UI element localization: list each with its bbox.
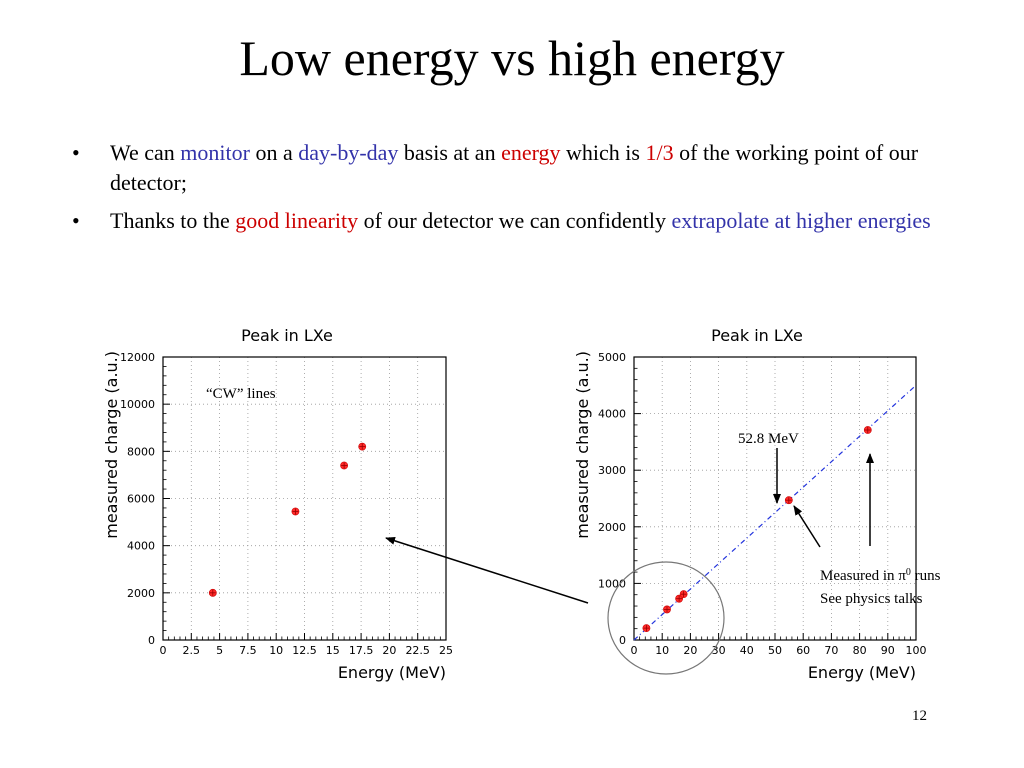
superscript-zero: 0 xyxy=(906,567,911,578)
bullet-text-segment: We can xyxy=(110,140,181,165)
chart-title: Peak in LXe xyxy=(711,326,803,345)
data-point xyxy=(291,507,300,516)
x-tick-label: 7.5 xyxy=(239,644,257,657)
measured-text: Measured in xyxy=(820,568,898,584)
bullet-text: Thanks to the good linearity of our dete… xyxy=(110,208,931,233)
highlight-energy: energy xyxy=(501,140,561,165)
x-tick-label: 40 xyxy=(740,644,754,657)
highlight-one-third: 1/3 xyxy=(645,140,674,165)
data-point xyxy=(679,590,688,599)
x-tick-label: 25 xyxy=(439,644,453,657)
y-tick-label: 4000 xyxy=(598,408,626,421)
y-tick-label: 5000 xyxy=(598,351,626,364)
y-axis-label: measured charge (a.u.) xyxy=(102,351,121,539)
x-tick-label: 50 xyxy=(768,644,782,657)
y-tick-label: 3000 xyxy=(598,464,626,477)
x-tick-label: 10 xyxy=(655,644,669,657)
x-axis-label: Energy (MeV) xyxy=(808,663,916,682)
physics-talks-label: See physics talks xyxy=(820,591,923,607)
bullet-text-segment: Thanks to the xyxy=(110,208,236,233)
bullet-item: • Thanks to the good linearity of our de… xyxy=(72,206,952,236)
pi-symbol: π xyxy=(898,568,906,584)
energy-52-8-label: 52.8 MeV xyxy=(738,431,799,447)
x-tick-label: 15 xyxy=(326,644,340,657)
data-point xyxy=(663,605,671,614)
x-tick-label: 0 xyxy=(631,644,638,657)
highlight-day-by-day: day-by-day xyxy=(298,140,399,165)
y-tick-label: 8000 xyxy=(127,445,155,458)
bullet-item: • We can monitor on a day-by-day basis a… xyxy=(72,138,952,198)
data-point xyxy=(340,461,349,470)
bullet-list: • We can monitor on a day-by-day basis a… xyxy=(72,138,952,244)
y-tick-label: 6000 xyxy=(127,493,155,506)
x-tick-label: 70 xyxy=(824,644,838,657)
x-tick-label: 2.5 xyxy=(183,644,201,657)
y-tick-label: 4000 xyxy=(127,540,155,553)
highlight-good-linearity: good linearity xyxy=(235,208,359,233)
y-tick-label: 12000 xyxy=(120,351,155,364)
x-tick-label: 20 xyxy=(683,644,697,657)
x-tick-label: 90 xyxy=(881,644,895,657)
x-tick-label: 20 xyxy=(382,644,396,657)
data-point xyxy=(358,442,367,451)
y-tick-label: 2000 xyxy=(127,587,155,600)
data-point xyxy=(863,426,872,434)
bullet-text-segment: which is xyxy=(560,140,646,165)
x-tick-label: 100 xyxy=(906,644,927,657)
y-axis-label: measured charge (a.u.) xyxy=(573,351,592,539)
bullet-text: We can monitor on a day-by-day basis at … xyxy=(110,140,918,195)
data-point xyxy=(642,624,651,633)
x-tick-label: 12.5 xyxy=(292,644,317,657)
highlight-extrapolate: extrapolate at higher energies xyxy=(671,208,931,233)
highlight-circle xyxy=(607,561,725,675)
y-tick-label: 0 xyxy=(148,634,155,647)
highlight-monitor: monitor xyxy=(180,140,250,165)
arrow-measured-pi0 xyxy=(793,505,821,548)
x-tick-label: 80 xyxy=(853,644,867,657)
data-point xyxy=(208,588,217,597)
chart-title: Peak in LXe xyxy=(241,326,333,345)
bullet-text-segment: of our detector we can confidently xyxy=(358,208,672,233)
measured-pi0-label: Measured in π0 runs xyxy=(820,567,941,585)
x-tick-label: 17.5 xyxy=(349,644,374,657)
y-tick-label: 1000 xyxy=(598,577,626,590)
y-tick-label: 10000 xyxy=(120,398,155,411)
bullet-dot: • xyxy=(72,140,80,165)
slide-title: Low energy vs high energy xyxy=(239,30,785,86)
bullet-text-segment: on a xyxy=(249,140,299,165)
bullet-dot: • xyxy=(72,208,80,233)
page-number: 12 xyxy=(912,708,927,724)
data-point xyxy=(784,496,793,505)
cw-lines-label: “CW” lines xyxy=(206,386,276,402)
x-tick-label: 0 xyxy=(160,644,167,657)
x-tick-label: 5 xyxy=(216,644,223,657)
bullet-text-segment: basis at an xyxy=(398,140,502,165)
x-tick-label: 60 xyxy=(796,644,810,657)
callout-arrow-to-left-chart xyxy=(385,536,589,604)
x-axis-label: Energy (MeV) xyxy=(338,663,446,682)
bullet-text-segment: of the working point of our detector; xyxy=(110,140,919,195)
y-tick-label: 0 xyxy=(619,634,626,647)
x-tick-label: 10 xyxy=(269,644,283,657)
y-tick-label: 2000 xyxy=(598,521,626,534)
runs-text: runs xyxy=(911,568,941,584)
x-tick-label: 22.5 xyxy=(405,644,430,657)
